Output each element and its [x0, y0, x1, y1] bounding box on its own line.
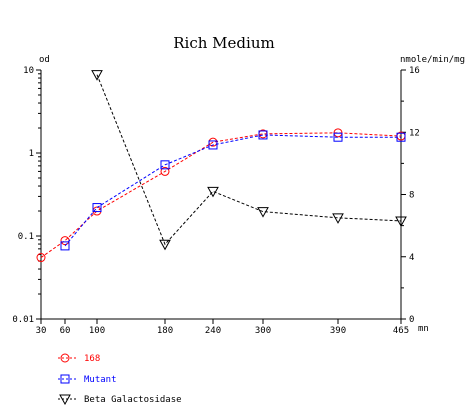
legend-label: Mutant: [84, 375, 117, 385]
x-axis-label: mn: [418, 324, 429, 334]
y-right-tick-label: 0: [409, 315, 414, 325]
series-1-point: [160, 160, 170, 170]
series-1-point: [60, 241, 70, 251]
y-left-tick-label: 10: [23, 66, 34, 76]
series-1-point: [92, 203, 102, 213]
series-2-point: [257, 207, 269, 218]
series-2-point: [395, 216, 407, 227]
series-1-point: [396, 132, 406, 142]
legend-marker: [60, 374, 70, 384]
x-tick-label: 390: [330, 326, 346, 336]
series-2-point: [332, 213, 344, 224]
x-tick-label: 100: [89, 326, 105, 336]
x-tick-label: 240: [205, 326, 221, 336]
data-marks: [36, 70, 407, 263]
series-2-point: [207, 186, 219, 198]
chart-title: Rich Medium: [173, 34, 274, 52]
series-line-1: [64, 134, 401, 247]
y-right-axis-label: nmole/min/mg: [400, 55, 465, 65]
series-2-point: [159, 239, 171, 251]
x-tick-label: 60: [60, 326, 71, 336]
y-left-tick-label: 1: [29, 149, 34, 159]
series-line-0: [40, 132, 402, 258]
x-tick-label: 465: [393, 326, 409, 336]
series-1-point: [333, 132, 343, 142]
series-0-point: [36, 253, 46, 263]
legend-label: 168: [84, 354, 100, 364]
y-right-tick-label: 16: [409, 66, 420, 76]
legend-label: Beta Galactosidase: [84, 395, 182, 405]
series-line-2: [96, 74, 402, 246]
y-right-tick-label: 12: [409, 128, 420, 138]
x-tick-label: 180: [157, 326, 173, 336]
y-right-tick-label: 8: [409, 191, 414, 201]
series-0-point: [60, 236, 70, 246]
series-2-point: [91, 70, 103, 81]
series-1-point: [208, 140, 218, 150]
series-1-point: [258, 130, 268, 140]
x-tick-label: 30: [36, 326, 47, 336]
legend-marker: [60, 353, 70, 363]
y-left-tick-label: 0.1: [18, 232, 34, 242]
legend-marker: [59, 394, 71, 406]
y-left-axis-label: od: [39, 55, 50, 65]
y-left-tick-label: 0.01: [12, 315, 34, 325]
x-tick-label: 300: [255, 326, 271, 336]
series-0-point: [160, 166, 170, 176]
legend: 168 Mutant Beta Galactosidase: [58, 353, 182, 406]
y-right-tick-label: 4: [409, 253, 414, 263]
